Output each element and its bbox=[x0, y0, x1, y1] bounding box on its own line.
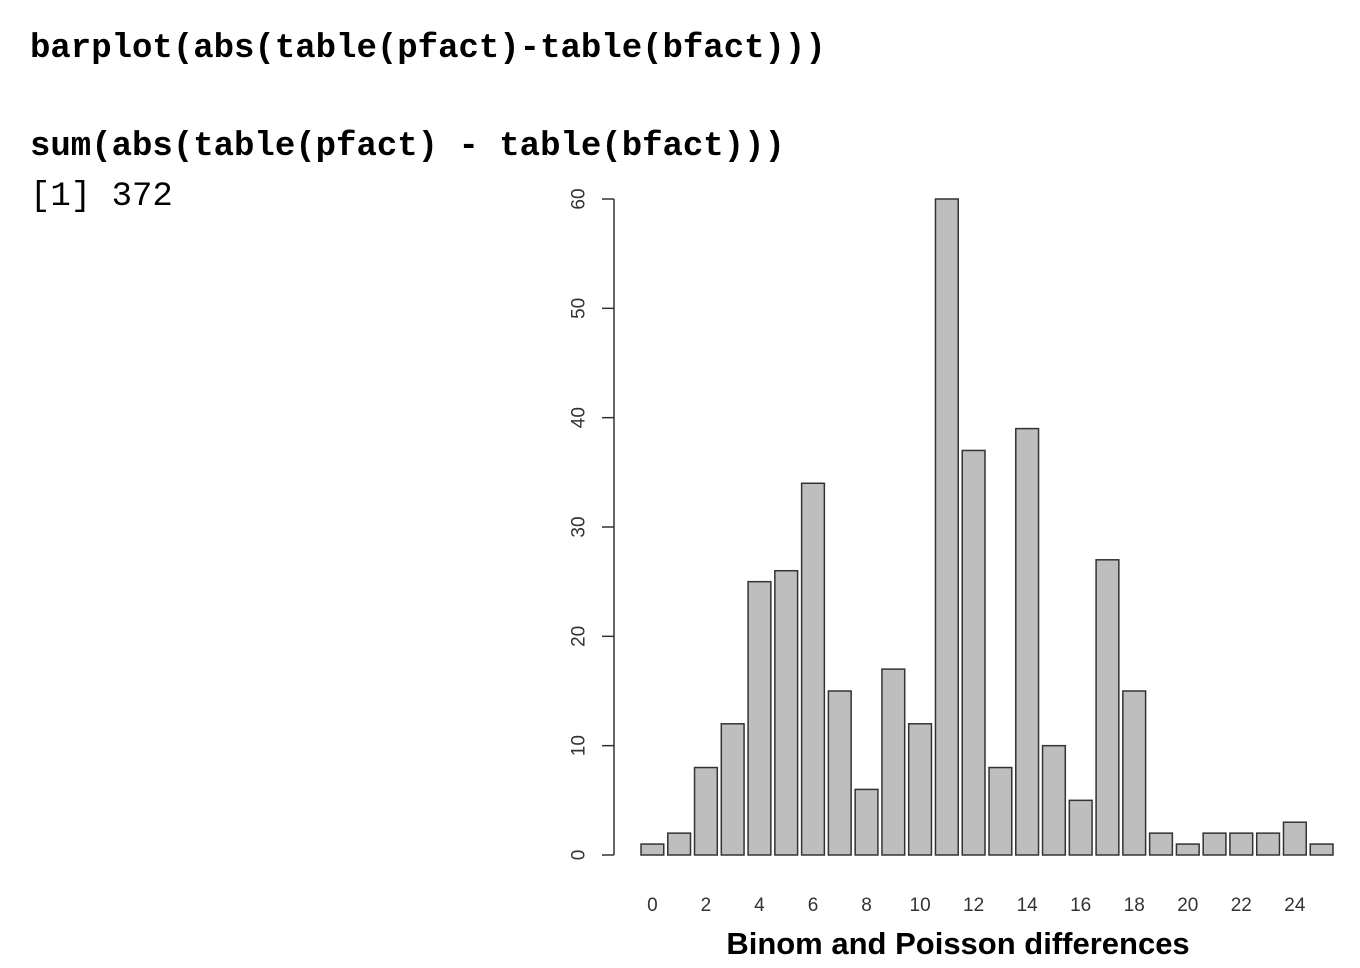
bar-20 bbox=[1175, 843, 1200, 856]
x-axis-label: Binom and Poisson differences bbox=[726, 926, 1189, 961]
x-tick-label: 20 bbox=[1177, 895, 1198, 916]
y-tick-label: 30 bbox=[569, 516, 590, 537]
bar-19 bbox=[1148, 832, 1174, 856]
y-tick-label: 0 bbox=[569, 850, 590, 861]
sum-command: sum(abs(table(pfact) - table(bfact))) bbox=[30, 128, 785, 166]
x-tick-label: 2 bbox=[701, 895, 712, 916]
bar-9 bbox=[881, 668, 906, 856]
bar-24 bbox=[1282, 821, 1307, 856]
bar-23 bbox=[1255, 832, 1281, 856]
bar-3 bbox=[720, 723, 745, 856]
x-tick-label: 24 bbox=[1284, 895, 1306, 916]
y-tick-label: 40 bbox=[569, 407, 590, 428]
bar-25 bbox=[1309, 843, 1334, 856]
bar-17 bbox=[1095, 559, 1120, 856]
bar-15 bbox=[1041, 744, 1067, 856]
x-tick-label: 18 bbox=[1124, 895, 1145, 916]
bar-6 bbox=[800, 482, 826, 856]
bar-21 bbox=[1202, 832, 1227, 856]
x-tick-label: 12 bbox=[963, 895, 984, 916]
y-axis: 0 10 20 30 40 50 60 bbox=[569, 188, 615, 860]
bar-10 bbox=[907, 723, 933, 856]
x-axis-tick-labels: 0 2 4 6 8 10 12 14 16 18 20 22 24 bbox=[647, 895, 1306, 916]
bar-14 bbox=[1015, 427, 1040, 856]
y-tick-label: 50 bbox=[569, 298, 590, 319]
x-tick-label: 22 bbox=[1231, 895, 1252, 916]
bar-5 bbox=[774, 569, 799, 856]
x-tick-label: 8 bbox=[861, 895, 872, 916]
x-tick-label: 10 bbox=[910, 895, 931, 916]
bar-1 bbox=[667, 832, 692, 856]
bar-12 bbox=[961, 449, 986, 856]
sum-output: [1] 372 bbox=[30, 178, 173, 216]
bar-8 bbox=[854, 788, 879, 856]
x-tick-label: 4 bbox=[754, 895, 765, 916]
y-tick-label: 60 bbox=[569, 188, 590, 209]
x-tick-label: 0 bbox=[647, 895, 658, 916]
bar-4 bbox=[747, 580, 772, 856]
barplot-command: barplot(abs(table(pfact)-table(bfact))) bbox=[30, 30, 826, 68]
bar-18 bbox=[1122, 690, 1147, 856]
bar-11 bbox=[934, 198, 959, 856]
bar-13 bbox=[988, 766, 1013, 856]
x-tick-label: 6 bbox=[808, 895, 819, 916]
x-tick-label: 16 bbox=[1070, 895, 1091, 916]
bar-2 bbox=[693, 766, 719, 856]
bars bbox=[640, 198, 1334, 856]
bar-7 bbox=[827, 690, 852, 856]
bar-22 bbox=[1229, 832, 1254, 856]
x-tick-label: 14 bbox=[1017, 895, 1039, 916]
y-tick-label: 10 bbox=[569, 735, 590, 756]
y-tick-label: 20 bbox=[569, 626, 590, 647]
bar-0 bbox=[640, 843, 665, 856]
bar-16 bbox=[1068, 799, 1093, 856]
